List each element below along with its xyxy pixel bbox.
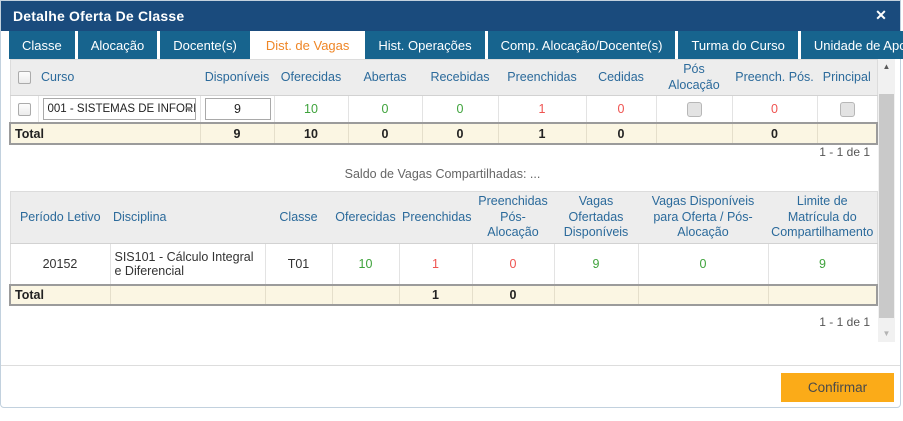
tab-turma-do-curso[interactable]: Turma do Curso bbox=[678, 31, 798, 59]
tab-bar: Classe Alocação Docente(s) Dist. de Vaga… bbox=[1, 31, 903, 59]
tab-docentes[interactable]: Docente(s) bbox=[160, 31, 250, 59]
col-header-pos-alocacao: Pós Alocação bbox=[656, 59, 732, 97]
col-header-recebidas: Recebidas bbox=[422, 59, 498, 97]
total-cedidas: 0 bbox=[586, 122, 657, 146]
pos-alocacao-checkbox[interactable] bbox=[686, 101, 702, 117]
dialog-titlebar: Detalhe Oferta De Classe ✕ bbox=[1, 1, 900, 31]
cell-oferecidas-2: 10 bbox=[332, 243, 400, 285]
col-header-curso: Curso bbox=[38, 59, 200, 97]
tab-hist-operacoes[interactable]: Hist. Operações bbox=[365, 31, 485, 59]
compart-total-row: Total 1 0 bbox=[9, 283, 878, 306]
tab-unidade-de-apoio[interactable]: Unidade de Apoio bbox=[800, 31, 903, 59]
compart-header-row: Período Letivo Disciplina Classe Ofereci… bbox=[10, 191, 877, 244]
row-checkbox[interactable] bbox=[17, 103, 31, 117]
cell-disciplina: SIS101 - Cálculo Integral e Diferencial bbox=[110, 243, 266, 285]
col-header-vagas-disponiveis-oferta: Vagas Disponíveis para Oferta / Pós-Aloc… bbox=[638, 191, 768, 244]
col-header-periodo-letivo: Período Letivo bbox=[10, 191, 110, 244]
cell-classe: T01 bbox=[265, 243, 333, 285]
total-vagas-ofertadas bbox=[554, 283, 639, 306]
scrollbar-thumb[interactable] bbox=[879, 94, 894, 318]
scroll-up-icon[interactable]: ▲ bbox=[882, 62, 891, 71]
col-header-preenchidas-pos-alocacao: Preenchidas Pós-Alocação bbox=[472, 191, 554, 244]
cell-preench-pos: 0 bbox=[732, 95, 818, 124]
curso-select[interactable]: 001 - SISTEMAS DE INFORMAÇ bbox=[42, 98, 196, 121]
total-oferecidas: 10 bbox=[274, 122, 349, 146]
total-label-2: Total bbox=[9, 283, 111, 306]
vagas-data-row: 001 - SISTEMAS DE INFORMAÇ 10 0 0 1 0 0 bbox=[10, 95, 877, 124]
col-header-preenchidas: Preenchidas bbox=[498, 59, 586, 97]
cell-periodo-letivo: 20152 bbox=[10, 243, 111, 285]
total-disciplina bbox=[110, 283, 266, 306]
dropdown-arrow-icon bbox=[184, 107, 193, 113]
vagas-header-row: Curso Disponíveis Oferecidas Abertas Rec… bbox=[10, 59, 877, 97]
total-preenchidas-pos: 0 bbox=[472, 283, 555, 306]
footer-divider bbox=[1, 365, 900, 366]
close-icon[interactable]: ✕ bbox=[875, 7, 887, 23]
total-pos-alocacao bbox=[656, 122, 733, 146]
total-principal bbox=[817, 122, 878, 146]
col-header-cedidas: Cedidas bbox=[586, 59, 656, 97]
disponiveis-input[interactable] bbox=[204, 98, 271, 121]
col-header-principal: Principal bbox=[817, 59, 877, 97]
col-header-oferecidas-2: Oferecidas bbox=[332, 191, 399, 244]
cell-preenchidas-pos: 0 bbox=[472, 243, 555, 285]
saldo-vagas-label: Saldo de Vagas Compartilhadas: ... bbox=[344, 167, 541, 181]
cell-abertas: 0 bbox=[348, 95, 423, 124]
dialog-title: Detalhe Oferta De Classe bbox=[13, 8, 185, 24]
curso-select-value: 001 - SISTEMAS DE INFORMAÇ bbox=[47, 103, 195, 116]
vagas-pager: 1 - 1 de 1 bbox=[819, 145, 870, 159]
col-header-classe: Classe bbox=[265, 191, 332, 244]
compartilhadas-table: Período Letivo Disciplina Classe Ofereci… bbox=[9, 191, 878, 306]
vagas-table: Curso Disponíveis Oferecidas Abertas Rec… bbox=[9, 59, 878, 146]
vagas-total-row: Total 9 10 0 0 1 0 0 bbox=[9, 122, 878, 146]
cell-limite: 9 bbox=[768, 243, 877, 285]
total-preenchidas-2: 1 bbox=[399, 283, 473, 306]
detalhe-oferta-dialog: Detalhe Oferta De Classe ✕ Classe Alocaç… bbox=[0, 0, 903, 408]
tab-comp-alocacao-docentes[interactable]: Comp. Alocação/Docente(s) bbox=[487, 31, 676, 59]
compart-data-row: 20152 SIS101 - Cálculo Integral e Difere… bbox=[10, 243, 877, 285]
total-limite bbox=[768, 283, 878, 306]
cell-oferecidas: 10 bbox=[274, 95, 349, 124]
total-disponiveis: 9 bbox=[200, 122, 275, 146]
total-classe bbox=[265, 283, 333, 306]
cell-principal bbox=[817, 95, 877, 124]
principal-checkbox[interactable] bbox=[839, 101, 855, 117]
select-all-checkbox[interactable] bbox=[17, 71, 31, 85]
cell-recebidas: 0 bbox=[422, 95, 499, 124]
cell-preenchidas-2: 1 bbox=[399, 243, 473, 285]
col-header-disciplina: Disciplina bbox=[110, 191, 265, 244]
cell-vagas-ofertadas: 9 bbox=[554, 243, 639, 285]
cell-preenchidas: 1 bbox=[498, 95, 587, 124]
cell-pos-alocacao bbox=[656, 95, 733, 124]
total-preenchidas: 1 bbox=[498, 122, 587, 146]
confirmar-button[interactable]: Confirmar bbox=[781, 373, 894, 402]
col-header-disponiveis: Disponíveis bbox=[200, 59, 274, 97]
col-header-oferecidas: Oferecidas bbox=[274, 59, 348, 97]
compart-pager: 1 - 1 de 1 bbox=[819, 315, 870, 329]
cell-cedidas: 0 bbox=[586, 95, 657, 124]
tab-alocacao[interactable]: Alocação bbox=[77, 31, 158, 59]
tab-dist-de-vagas[interactable]: Dist. de Vagas bbox=[252, 31, 363, 59]
cell-disponiveis bbox=[200, 95, 275, 124]
row-select-cell bbox=[10, 95, 39, 124]
total-recebidas: 0 bbox=[422, 122, 499, 146]
cell-vagas-disponiveis: 0 bbox=[638, 243, 769, 285]
tab-classe[interactable]: Classe bbox=[9, 31, 75, 59]
col-header-abertas: Abertas bbox=[348, 59, 422, 97]
select-all-header-cell bbox=[10, 59, 38, 97]
col-header-preenchidas-2: Preenchidas bbox=[399, 191, 472, 244]
col-header-preench-pos: Preench. Pós. bbox=[732, 59, 817, 97]
scroll-down-icon[interactable]: ▼ bbox=[882, 329, 891, 338]
total-preench-pos: 0 bbox=[732, 122, 818, 146]
cell-curso: 001 - SISTEMAS DE INFORMAÇ bbox=[38, 95, 201, 124]
total-vagas-disponiveis bbox=[638, 283, 769, 306]
col-header-vagas-ofertadas-disponiveis: Vagas Ofertadas Disponíveis bbox=[554, 191, 638, 244]
vertical-scrollbar[interactable]: ▲ ▼ bbox=[878, 59, 895, 342]
col-header-limite-matricula: Limite de Matrícula do Compartilhamento bbox=[768, 191, 877, 244]
total-abertas: 0 bbox=[348, 122, 423, 146]
total-oferecidas-2 bbox=[332, 283, 400, 306]
total-label: Total bbox=[9, 122, 201, 146]
